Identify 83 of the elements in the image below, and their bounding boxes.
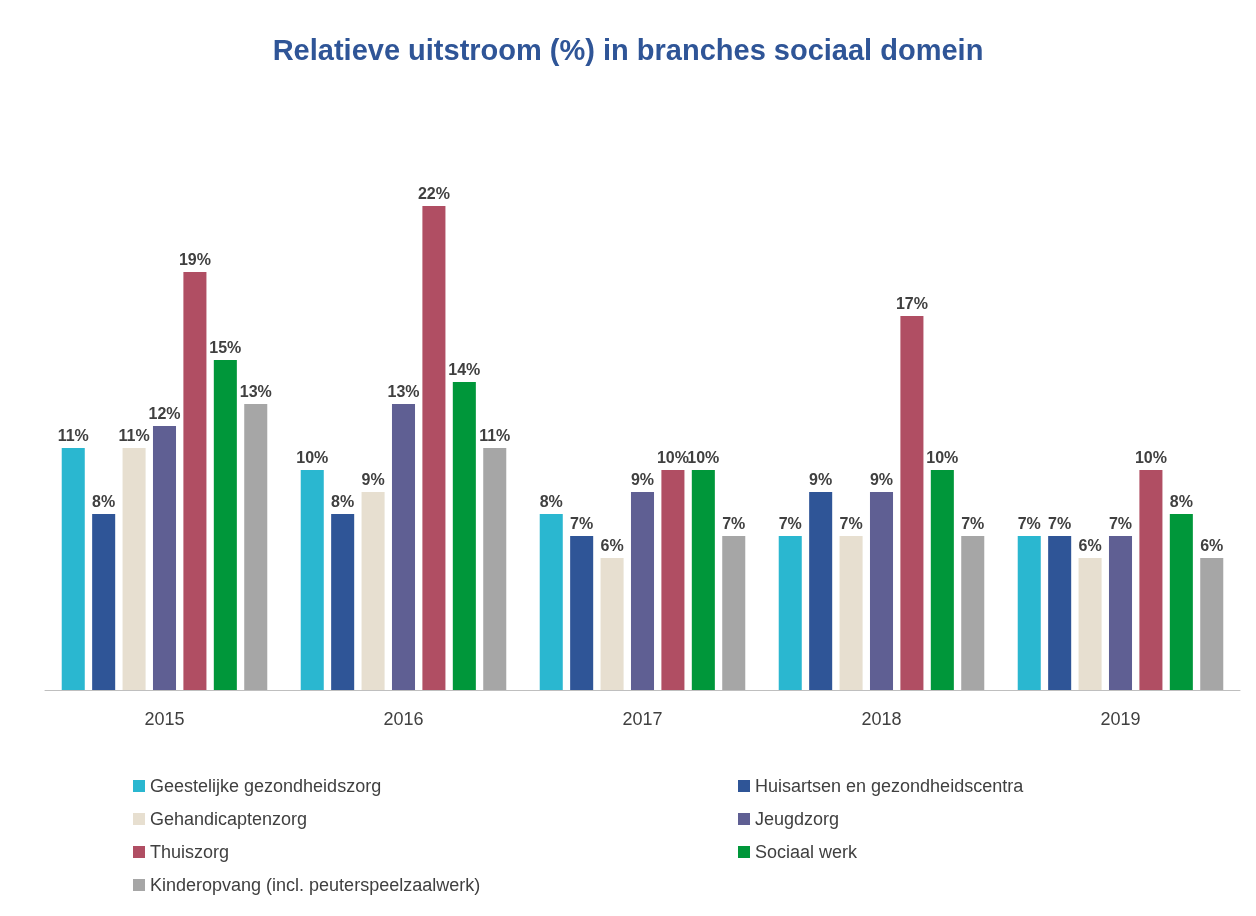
data-label: 11% [479, 426, 511, 444]
bar [152, 426, 177, 690]
data-label: 10% [926, 448, 959, 466]
data-label: 6% [1200, 536, 1224, 554]
bar [839, 536, 863, 690]
data-label: 7% [1108, 514, 1133, 532]
data-label: 8% [539, 492, 563, 510]
data-label: 6% [600, 536, 624, 554]
legend-label: Gehandicaptenzorg [150, 809, 308, 829]
bar [691, 470, 715, 690]
legend-label: Kinderopvang (incl. peuterspeelzaalwerk) [150, 875, 481, 895]
bar [600, 558, 624, 690]
bar [809, 492, 833, 690]
data-label: 10% [1134, 448, 1167, 466]
bar [422, 206, 446, 690]
bar [213, 360, 237, 690]
bar [244, 404, 268, 690]
bar [391, 404, 416, 690]
bar [869, 492, 894, 690]
bar [539, 514, 563, 690]
chart-title: Relatieve uitstroom (%) in branches sociaal domein [272, 33, 984, 66]
bar [1048, 536, 1072, 690]
bar [1169, 514, 1193, 690]
bar [92, 514, 116, 690]
data-label: 12% [148, 404, 181, 422]
bar [183, 272, 207, 690]
data-label: 14% [448, 360, 481, 378]
legend-label: Jeugdzorg [755, 809, 840, 829]
bar [1017, 536, 1041, 690]
data-label: 7% [961, 514, 985, 532]
data-label: 13% [239, 382, 272, 400]
x-tick-label: 2019 [1100, 709, 1141, 729]
data-label: 9% [361, 470, 385, 488]
bar [452, 382, 476, 690]
data-label: 19% [178, 250, 211, 268]
legend-label: Geestelijke gezondheidszorg [150, 776, 382, 796]
data-label: 10% [687, 448, 720, 466]
data-label: 7% [1017, 514, 1041, 532]
bar [361, 492, 385, 690]
x-tick-label: 2016 [383, 709, 424, 729]
x-tick-label: 2015 [144, 709, 185, 729]
bar [300, 470, 324, 690]
data-label: 9% [630, 470, 655, 488]
data-label: 11% [57, 426, 89, 444]
bar [61, 448, 85, 690]
bar [122, 448, 146, 690]
bar [1139, 470, 1163, 690]
bar [331, 514, 355, 690]
bar [778, 536, 802, 690]
legend-label: Huisartsen en gezondheidscentra [755, 776, 1025, 796]
data-label: 6% [1078, 536, 1102, 554]
data-label: 8% [331, 492, 355, 510]
x-tick-label: 2018 [861, 709, 902, 729]
bar [570, 536, 594, 690]
data-label: 8% [92, 492, 116, 510]
data-label: 7% [1048, 514, 1072, 532]
data-label: 8% [1169, 492, 1193, 510]
data-label: 15% [209, 338, 242, 356]
bar [961, 536, 985, 690]
data-label: 7% [839, 514, 863, 532]
data-label: 17% [895, 294, 928, 312]
data-label: 11% [118, 426, 150, 444]
data-label: 10% [296, 448, 329, 466]
bar [900, 316, 924, 690]
legend-label: Sociaal werk [755, 842, 859, 862]
bar [483, 448, 507, 690]
data-label: 7% [778, 514, 802, 532]
bar [1108, 536, 1133, 690]
x-tick-label: 2017 [622, 709, 663, 729]
data-label: 22% [417, 184, 450, 202]
bar [722, 536, 746, 690]
data-label: 9% [809, 470, 833, 488]
data-label: 13% [387, 382, 420, 400]
bar [630, 492, 655, 690]
data-label: 10% [656, 448, 689, 466]
bar [1200, 558, 1224, 690]
bar [661, 470, 685, 690]
data-label: 7% [570, 514, 594, 532]
legend-label: Thuiszorg [150, 842, 230, 862]
data-label: 9% [869, 470, 894, 488]
bar [1078, 558, 1102, 690]
bar [930, 470, 954, 690]
data-label: 7% [722, 514, 746, 532]
